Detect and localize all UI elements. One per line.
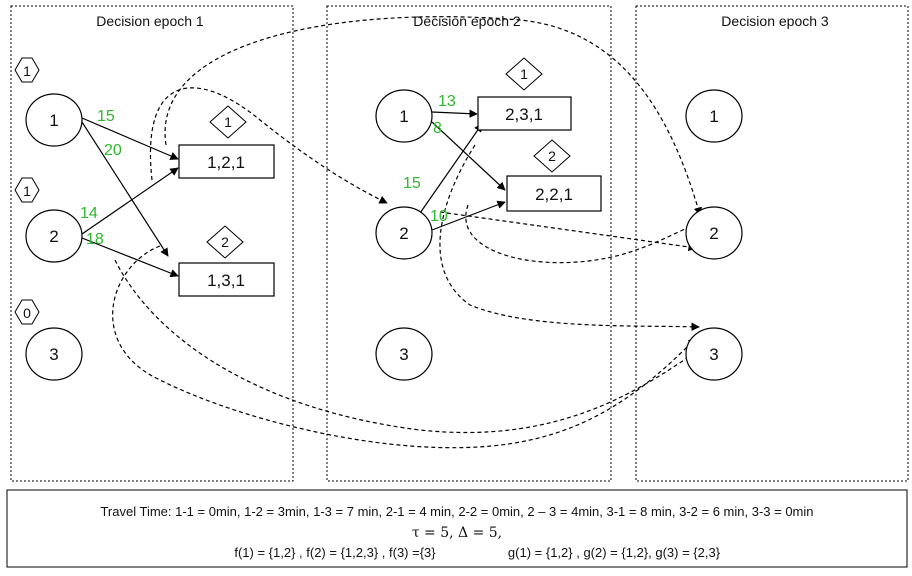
epoch-3-title: Decision epoch 3 <box>721 13 829 29</box>
arc-e2-node1-route221 <box>431 121 506 191</box>
count-badge-node-1: 1 <box>14 57 40 83</box>
curve-e1-route131-to-e3-node3 <box>112 245 697 449</box>
epoch-2-title: Decision epoch 2 <box>413 13 521 29</box>
count-badge-node-2: 1 <box>14 177 40 203</box>
route-label: 1,3,1 <box>207 271 245 290</box>
count-label: 1 <box>23 63 31 79</box>
epoch-2-panel <box>326 5 612 482</box>
epoch-3-node-3: 3 <box>685 327 743 381</box>
epoch-3-panel <box>635 5 909 482</box>
curve-e1-route121-to-e3-node2 <box>164 16 702 216</box>
count-label: 0 <box>23 305 31 321</box>
epoch-2-route-221: 2,2,1 <box>506 175 602 212</box>
footer-f-sets: f(1) = {1,2} , f(2) = {1,2,3} , f(3) ={3… <box>234 545 436 560</box>
route-label: 2,3,1 <box>505 105 543 124</box>
arc-e1-node1-route121 <box>81 117 179 160</box>
epoch-1-route-131-badge: 2 <box>206 225 244 259</box>
travel-time-label: 10 <box>430 208 448 225</box>
route-priority-label: 2 <box>548 148 556 164</box>
footer-parameters: τ = 5, Δ = 5, <box>412 525 502 541</box>
node-label: 2 <box>709 224 718 243</box>
epoch-1-node-1: 1 <box>25 93 83 147</box>
epoch-3-node-1: 1 <box>685 89 743 143</box>
route-priority-label: 1 <box>520 66 528 82</box>
curve-e1-node2-to-e3-node3 <box>114 259 703 434</box>
transition-curves <box>112 16 703 449</box>
arc-e2-node2-route221 <box>431 200 506 231</box>
epoch-1-route-121-badge: 1 <box>209 105 247 139</box>
count-label: 1 <box>23 183 31 199</box>
epoch-2-node-2: 2 <box>375 206 433 260</box>
travel-time-label: 15 <box>97 108 115 125</box>
route-priority-label: 2 <box>221 234 229 250</box>
route-label: 2,2,1 <box>535 185 573 204</box>
epoch-3-node-2: 2 <box>685 206 743 260</box>
curve-e2-route231-to-e3-node3 <box>439 144 700 331</box>
travel-time-label: 18 <box>86 231 104 248</box>
footer-travel-times: Travel Time: 1-1 = 0min, 1-2 = 3min, 1-3… <box>100 504 813 519</box>
epoch-1-node-3: 3 <box>25 327 83 381</box>
curve-e2-node2-to-e3-node2-straight <box>439 211 697 252</box>
epoch-2-route-231-badge: 1 <box>505 57 543 91</box>
arc-e1-node1-route131 <box>81 121 169 257</box>
travel-time-label: 14 <box>80 205 98 222</box>
epoch-1-panel <box>10 5 294 482</box>
footer-g-sets: g(1) = {1,2} , g(2) = {1,2}, g(3) = {2,3… <box>508 545 721 560</box>
travel-time-label: 13 <box>438 93 456 110</box>
epoch-2-route-231: 2,3,1 <box>477 96 572 131</box>
epoch-2-arcs <box>417 109 506 231</box>
node-label: 2 <box>399 224 408 243</box>
epoch-2-node-1: 1 <box>375 89 433 143</box>
node-label: 2 <box>49 227 58 246</box>
route-label: 1,2,1 <box>207 153 245 172</box>
node-label: 3 <box>709 345 718 364</box>
epoch-2-route-221-badge: 2 <box>533 139 571 173</box>
curve-e1-route121-to-e2-node2 <box>149 87 388 204</box>
route-priority-label: 1 <box>224 114 232 130</box>
curve-e2-route221-to-e3-node2 <box>465 204 697 264</box>
footer-box <box>6 489 908 568</box>
arc-e1-node2-route121 <box>81 167 179 235</box>
epoch-1-title: Decision epoch 1 <box>96 13 204 29</box>
node-label: 1 <box>399 107 408 126</box>
epoch-1-route-131: 1,3,1 <box>178 262 275 297</box>
arc-e2-node2-route231 <box>417 123 483 217</box>
epoch-1-node-2: 2 <box>25 209 83 263</box>
arc-e2-node1-route231 <box>431 109 478 118</box>
count-badge-node-3: 0 <box>14 299 40 325</box>
epoch-1-arcs <box>81 117 179 278</box>
node-label: 1 <box>49 111 58 130</box>
travel-time-label: 20 <box>104 142 122 159</box>
node-label: 3 <box>49 345 58 364</box>
travel-time-label: 8 <box>433 120 442 137</box>
epoch-1-route-121: 1,2,1 <box>178 144 275 179</box>
travel-time-label: 15 <box>403 175 421 192</box>
arc-e1-node2-route131 <box>81 237 179 278</box>
node-label: 3 <box>399 345 408 364</box>
epoch-2-node-3: 3 <box>375 327 433 381</box>
node-label: 1 <box>709 107 718 126</box>
